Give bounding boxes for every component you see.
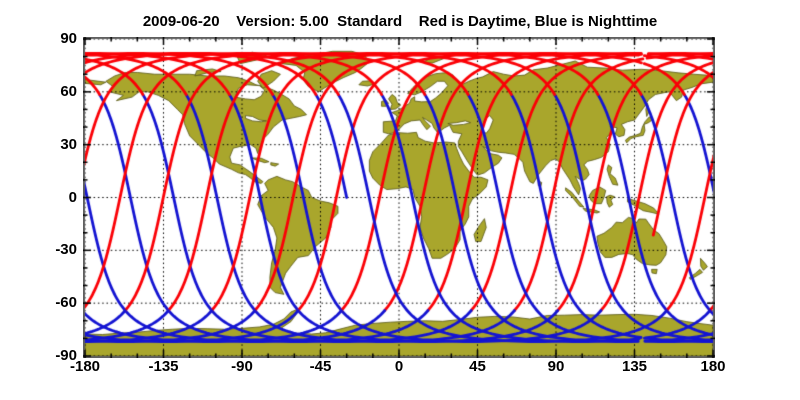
x-tick-label: 90 [547, 358, 565, 375]
plot-frame [83, 37, 715, 358]
x-tick-label: -90 [231, 358, 253, 375]
world-map-canvas [83, 37, 715, 358]
x-tick-label: 135 [621, 358, 648, 375]
x-tick-label: 0 [394, 358, 404, 375]
y-tick-label: -90 [55, 347, 77, 365]
x-tick-label: -180 [69, 358, 101, 375]
y-tick-label: 0 [68, 188, 77, 206]
y-tick-label: 30 [60, 135, 77, 153]
y-tick-label: -60 [55, 294, 77, 312]
x-tick-label: -45 [309, 358, 332, 375]
x-tick-label: 45 [469, 358, 486, 375]
x-tick-label: -135 [148, 358, 179, 375]
y-tick-label: 60 [60, 82, 77, 100]
y-tick-label: 90 [60, 30, 77, 48]
plot-title: 2009-06-20 Version: 5.00 Standard Red is… [142, 13, 658, 30]
x-tick-label: 180 [700, 358, 726, 375]
y-tick-label: -30 [55, 241, 77, 259]
